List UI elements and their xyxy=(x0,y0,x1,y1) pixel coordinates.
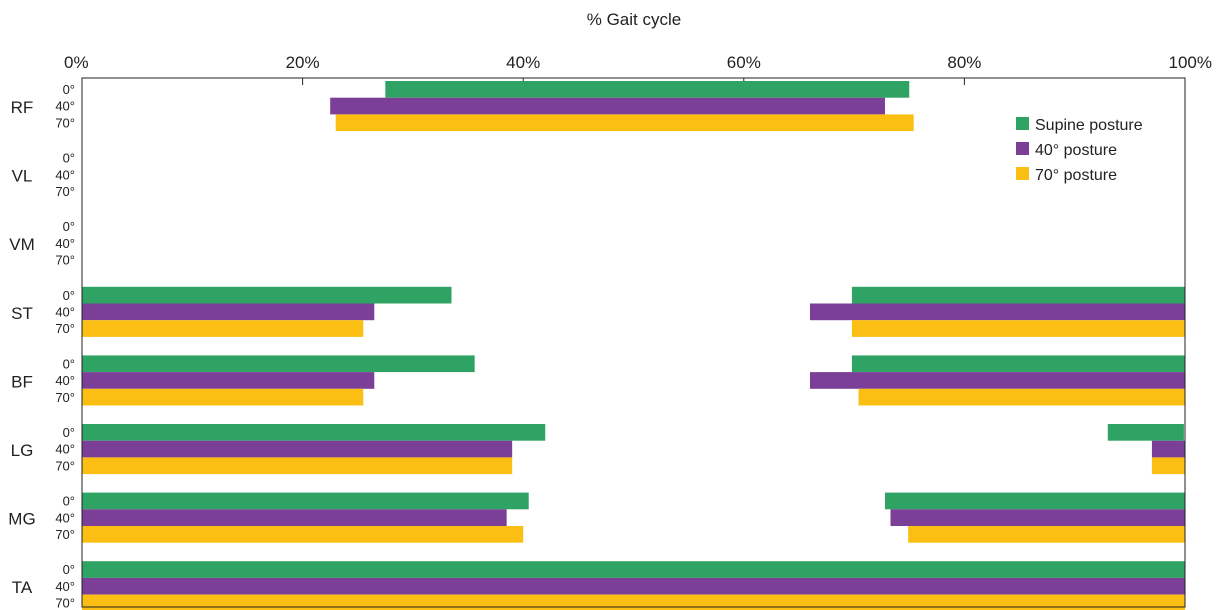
bar-mg-supine xyxy=(884,492,1185,510)
x-tick-label: 60% xyxy=(727,53,761,72)
bar-lg-40 xyxy=(82,440,513,458)
muscle-label: VL xyxy=(12,167,33,186)
legend-swatch xyxy=(1016,167,1029,180)
muscle-label: BF xyxy=(11,372,33,391)
x-axis-title: % Gait cycle xyxy=(587,10,681,29)
bar-st-70 xyxy=(851,320,1185,337)
bar-lg-40 xyxy=(1151,440,1185,458)
bar-mg-70 xyxy=(908,526,1185,543)
posture-label: 70° xyxy=(55,321,75,336)
bar-lg-70 xyxy=(82,457,513,475)
posture-label: 70° xyxy=(55,596,75,610)
legend: Supine posture 40° posture 70° posture xyxy=(1016,117,1143,184)
posture-label: 40° xyxy=(55,373,75,388)
bar-bf-40 xyxy=(809,372,1185,389)
legend-label: 70° posture xyxy=(1035,167,1117,184)
posture-label: 70° xyxy=(55,184,75,199)
posture-label: 0° xyxy=(63,494,75,509)
muscle-label: LG xyxy=(11,441,34,460)
bar-lg-70 xyxy=(1151,457,1185,475)
muscle-label: RF xyxy=(11,98,34,117)
posture-label: 70° xyxy=(55,527,75,542)
posture-label: 40° xyxy=(55,167,75,182)
bar-st-40 xyxy=(809,303,1185,321)
legend-label: 40° posture xyxy=(1035,142,1117,159)
bar-bf-supine xyxy=(851,355,1185,373)
bar-st-supine xyxy=(82,286,452,304)
legend-swatch xyxy=(1016,117,1029,130)
posture-label: 70° xyxy=(55,115,75,130)
bar-rf-70 xyxy=(335,114,914,132)
bar-ta-70 xyxy=(82,594,1185,610)
posture-label: 0° xyxy=(63,425,75,440)
posture-label: 40° xyxy=(55,442,75,457)
muscle-label: TA xyxy=(12,578,33,597)
posture-label: 70° xyxy=(55,458,75,473)
muscle-label: VM xyxy=(9,235,35,254)
bar-st-40 xyxy=(82,303,375,321)
bar-ta-supine xyxy=(82,561,1185,578)
legend-label: Supine posture xyxy=(1035,117,1143,134)
x-tick-label: 80% xyxy=(947,53,981,72)
bar-st-70 xyxy=(82,320,364,337)
bar-lg-supine xyxy=(1107,424,1184,441)
bar-bf-supine xyxy=(82,355,475,373)
posture-label: 40° xyxy=(55,510,75,525)
bar-mg-70 xyxy=(82,526,524,543)
posture-label: 0° xyxy=(63,288,75,303)
bar-bf-70 xyxy=(858,388,1185,406)
x-axis-ticks: 0% 20% 40% 60% 80% 100% xyxy=(64,53,1212,72)
x-tick-label: 0% xyxy=(64,53,89,72)
posture-label: 40° xyxy=(55,579,75,594)
posture-label: 0° xyxy=(63,82,75,97)
bar-rf-40 xyxy=(330,97,885,115)
row-labels: RF0°40°70°VL0°40°70°VM0°40°70°ST0°40°70°… xyxy=(8,82,75,610)
plot-frame xyxy=(81,77,1186,608)
bar-mg-40 xyxy=(82,509,507,526)
posture-label: 0° xyxy=(63,356,75,371)
posture-label: 0° xyxy=(63,562,75,577)
posture-label: 40° xyxy=(55,236,75,251)
muscle-label: MG xyxy=(8,510,35,529)
bar-mg-40 xyxy=(890,509,1185,526)
posture-label: 0° xyxy=(63,151,75,166)
bar-st-supine xyxy=(851,286,1185,304)
bar-ta-40 xyxy=(82,577,1185,595)
muscle-label: ST xyxy=(11,304,33,323)
x-tick-label: 40% xyxy=(506,53,540,72)
x-tick-label: 100% xyxy=(1169,53,1212,72)
bar-bf-40 xyxy=(82,372,375,389)
posture-label: 70° xyxy=(55,390,75,405)
posture-label: 0° xyxy=(63,219,75,234)
x-tick-label: 20% xyxy=(286,53,320,72)
posture-label: 70° xyxy=(55,253,75,268)
bar-bf-70 xyxy=(82,388,364,406)
bars xyxy=(82,81,1185,610)
legend-swatch xyxy=(1016,142,1029,155)
bar-rf-supine xyxy=(385,81,910,98)
posture-label: 40° xyxy=(55,99,75,114)
bar-lg-supine xyxy=(82,424,546,441)
bar-mg-supine xyxy=(82,492,529,510)
posture-label: 40° xyxy=(55,305,75,320)
